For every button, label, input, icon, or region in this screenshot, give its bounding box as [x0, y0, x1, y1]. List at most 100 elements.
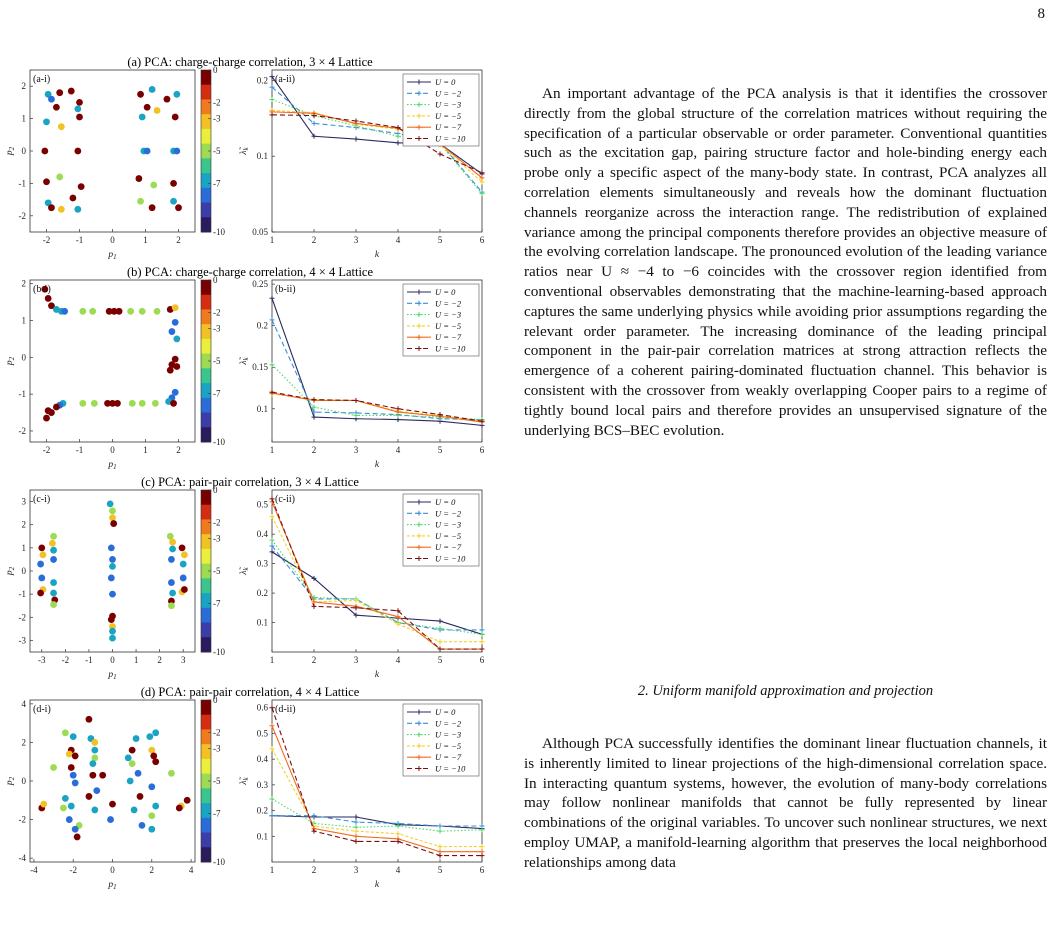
legend-entry: U = 0: [435, 287, 456, 297]
y-axis-label-group: λ̃k: [238, 356, 250, 365]
scatter-panel: -3 -2 -1 0 1 2 3 3 2 1 0 -1 -2 -3 (c-i) p1 p2: [5, 489, 196, 681]
legend-marker: [416, 766, 422, 771]
scatter-point: [175, 804, 183, 812]
series-marker: [269, 537, 275, 543]
series-line: [271, 748, 482, 848]
scatter-point: [48, 95, 55, 103]
legend-frame: [402, 283, 480, 357]
scatter-point: [67, 87, 75, 95]
y-axis-label: λ̃k: [238, 356, 250, 365]
series-marker: [311, 404, 317, 410]
series-marker: [437, 844, 443, 850]
series-marker: [353, 833, 359, 839]
legend-entry: U = −5: [435, 741, 461, 751]
legend-marker: [416, 334, 422, 340]
colorbar-segment: [201, 534, 211, 550]
colorbar-segment: [201, 788, 211, 804]
axis-subscript: k: [242, 356, 250, 360]
legend-marker: [416, 732, 422, 738]
scatter-point: [148, 746, 156, 754]
panel-title: (d) PCA: pair-pair correlation, 4 × 4 La…: [141, 685, 360, 699]
scatter-point: [171, 113, 179, 121]
series-marker: [437, 853, 443, 859]
series-marker: [269, 496, 275, 502]
legend-entry: U = −7: [435, 122, 462, 132]
series-marker: [353, 612, 359, 618]
x-axis-label: k: [375, 250, 380, 260]
scatter-point: [91, 754, 99, 762]
colorbar-tick-label: -5: [213, 566, 221, 576]
y-tick-label: 0.4: [257, 529, 269, 539]
y-tick-label: -1: [19, 589, 27, 599]
y-tick-label: 4: [22, 699, 27, 709]
x-axis-label: p1: [107, 460, 116, 471]
colorbar-tick-label: -3: [213, 534, 221, 544]
colorbar-tick-label: -7: [213, 178, 221, 188]
scatter-point: [150, 752, 158, 760]
scatter-frame: [29, 279, 196, 443]
legend-marker: [416, 79, 422, 85]
legend-marker: [416, 522, 422, 528]
y-axis-label: p2: [5, 146, 16, 156]
scatter-point: [50, 601, 57, 608]
scatter-point: [152, 399, 159, 407]
series-line: [271, 539, 483, 635]
scatter-point: [43, 118, 50, 126]
y-tick-label: 0.3: [257, 780, 269, 790]
series-marker: [269, 362, 275, 368]
scatter-frame: [29, 699, 196, 863]
series-line: [271, 501, 482, 650]
y-axis-label-group: p2: [5, 356, 16, 366]
colorbar: -10 -7 -5 -3 -2 0: [200, 485, 225, 657]
legend-entry: U = −5: [435, 531, 461, 541]
series-marker: [269, 74, 275, 80]
scatter-point: [48, 302, 55, 310]
scatter-point: [107, 816, 114, 823]
scatter-point: [168, 769, 175, 777]
scatter-point: [150, 181, 158, 189]
scatter-point: [107, 616, 115, 623]
scatter-point: [109, 556, 116, 563]
colorbar-tick-label: 0: [213, 65, 218, 75]
x-axis-label: k: [375, 460, 380, 470]
legend-entry: U = −2: [435, 508, 462, 518]
legend: U = 0U = −2 U = −3U = −5U = −7 U = −10: [402, 283, 480, 357]
scatter-point: [85, 715, 93, 723]
scatter-point: [114, 399, 121, 407]
scatter-point: [37, 589, 45, 597]
panel-label: (b-ii): [275, 284, 296, 295]
colorbar-tick-label: -5: [213, 356, 221, 366]
scatter-point: [138, 113, 146, 121]
scatter-point: [74, 205, 82, 213]
colorbar-segment: [201, 143, 211, 159]
scatter-point: [91, 739, 99, 746]
series-marker: [479, 175, 485, 181]
scatter-point: [69, 733, 77, 741]
x-axis-label: k: [375, 670, 380, 680]
pca-figure: (a) PCA: charge-charge correlation, 3 × …: [0, 52, 500, 948]
scatter-point: [71, 825, 79, 833]
colorbar-segment: [201, 202, 211, 218]
scatter-point: [138, 821, 146, 829]
scatter-point: [170, 180, 177, 187]
y-axis-label-group: p2: [5, 776, 16, 786]
y-tick-label: 0.1: [257, 831, 268, 841]
y-tick-label: 2: [22, 737, 27, 747]
x-tick-label: 1: [270, 655, 275, 665]
colorbar-tick-label: -7: [213, 598, 221, 608]
x-tick-label: -2: [43, 235, 51, 245]
x-tick-label: 6: [480, 655, 485, 665]
scatter-point: [153, 107, 161, 114]
y-tick-label: 0: [22, 776, 27, 786]
legend-entry: U = −3: [435, 310, 461, 320]
y-tick-label: 0.2: [257, 588, 268, 598]
scatter-point: [99, 771, 107, 779]
colorbar-segment: [201, 368, 211, 384]
scatter-point: [43, 414, 50, 422]
scatter-point: [107, 574, 115, 582]
scatter-point: [171, 355, 179, 363]
series-marker: [311, 414, 317, 420]
colorbar-segment: [201, 412, 211, 428]
y-tick-label: -1: [19, 178, 27, 188]
x-tick-label: 1: [270, 235, 275, 245]
